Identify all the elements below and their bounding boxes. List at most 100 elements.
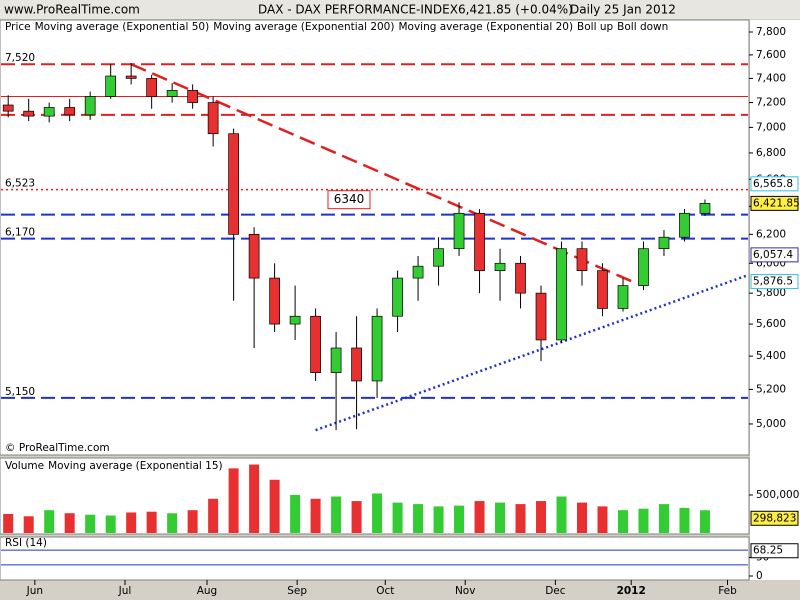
last-value-box — [750, 274, 799, 290]
trendline — [315, 273, 749, 432]
axis-bg — [750, 20, 800, 580]
candle-body — [310, 315, 321, 373]
level-label: 6,523 — [5, 178, 35, 190]
last-value-label: 6,565.8 — [753, 178, 793, 190]
candle-body — [105, 75, 117, 97]
volume-bar — [85, 514, 96, 533]
title-bar — [0, 0, 800, 19]
candle-body — [43, 107, 55, 117]
candle-body — [494, 262, 506, 271]
candle-body — [617, 285, 629, 309]
volume-bar — [372, 493, 383, 533]
volume-bar — [187, 510, 198, 533]
y-tick-label: 7,000 — [756, 121, 786, 133]
candle-body — [125, 75, 137, 79]
x-tick-label: Dec — [545, 585, 566, 597]
volume-bar — [126, 512, 137, 533]
volume-bar — [679, 507, 690, 533]
volume-bar — [638, 508, 649, 533]
volume-bar — [556, 496, 567, 533]
candle-body — [2, 104, 14, 112]
volume-bar — [577, 502, 588, 533]
last-value-box — [750, 195, 799, 211]
candle-body — [597, 270, 608, 309]
volume-bar — [167, 513, 178, 533]
date: 25 Jan 2012 — [604, 3, 676, 17]
volume-bar — [495, 502, 506, 533]
level-label: 6,170 — [5, 227, 35, 239]
legend-entry: Boll down — [617, 21, 668, 33]
x-tick-label: Sep — [287, 585, 307, 597]
y-tick-label: 7,800 — [756, 26, 786, 38]
instrument-title: DAX - DAX PERFORMANCE-INDEX — [258, 3, 458, 17]
candle-body — [289, 315, 301, 325]
site: www.ProRealTime.com — [4, 3, 140, 17]
volume-bar — [3, 513, 14, 533]
x-tick-label: Feb — [718, 585, 737, 597]
candle-body — [535, 292, 547, 341]
candle-body — [658, 236, 670, 250]
volume-bar — [146, 511, 157, 533]
candle-body — [351, 347, 362, 382]
y-tick-label: 7,600 — [756, 49, 786, 61]
volume-bar — [228, 468, 239, 533]
candle-body — [166, 90, 178, 97]
candle-body — [23, 110, 35, 117]
candle-body — [453, 212, 465, 250]
volume-bar — [699, 510, 710, 533]
candle-body — [330, 347, 342, 373]
period: Daily — [570, 3, 600, 17]
y-tick-label: 0 — [756, 570, 763, 582]
legend-entry: Boll up — [577, 21, 613, 33]
last-value-box — [750, 247, 799, 263]
level-box — [327, 190, 371, 210]
legend-entry: Moving average (Exponential 200) — [213, 21, 394, 33]
candle-body — [84, 96, 96, 116]
candle-body — [187, 90, 198, 103]
volume-bar — [44, 510, 55, 533]
y-tick-label: 5,800 — [756, 287, 786, 299]
volume-bar — [310, 498, 321, 533]
last-value-label: 6,057.4 — [753, 249, 793, 261]
candle-body — [638, 248, 649, 286]
volume-bar — [597, 506, 608, 533]
volume-bar — [536, 501, 547, 533]
y-tick-label: 5,000 — [756, 418, 786, 430]
price-panel — [0, 19, 750, 456]
candle-body — [146, 78, 157, 97]
volume-bar — [249, 464, 260, 533]
candle-body — [699, 203, 711, 214]
last-value-label: 6,421.85 — [753, 197, 800, 209]
volume-bar — [515, 504, 526, 533]
x-tick-label: Jun — [26, 585, 43, 597]
candle-body — [576, 248, 588, 271]
volume-bar — [392, 502, 403, 533]
candle-body — [248, 234, 260, 279]
x-tick-label: Jul — [118, 585, 132, 597]
candle-body — [556, 248, 567, 341]
legend-entry: Moving average (Exponential 15) — [48, 460, 223, 472]
volume-bar — [208, 498, 219, 533]
candle-body — [371, 315, 383, 382]
volume-bar — [617, 510, 628, 533]
candle-body — [515, 262, 526, 294]
volume-bar — [454, 505, 465, 533]
copyright: © ProRealTime.com — [5, 442, 110, 454]
volume-bar — [433, 506, 444, 533]
last-value-box — [750, 176, 799, 192]
candle-body — [269, 277, 280, 325]
candle-body — [433, 248, 444, 267]
level-label: 7,520 — [5, 52, 35, 64]
x-tick-label: Nov — [455, 585, 476, 597]
legend-entry: Price — [5, 21, 31, 33]
last-value-box — [750, 510, 799, 526]
volume-bar — [351, 501, 362, 533]
quote: 6,421.85 (+0.04%) — [458, 3, 573, 17]
last-value-label: 298,823 — [753, 512, 796, 524]
volume-bar — [413, 504, 424, 533]
y-tick-label: 5,400 — [756, 350, 786, 362]
last-value-label: 68.25 — [753, 545, 783, 557]
candle-body — [679, 212, 690, 238]
y-tick-label: 7,400 — [756, 72, 786, 84]
volume-bar — [290, 494, 301, 533]
